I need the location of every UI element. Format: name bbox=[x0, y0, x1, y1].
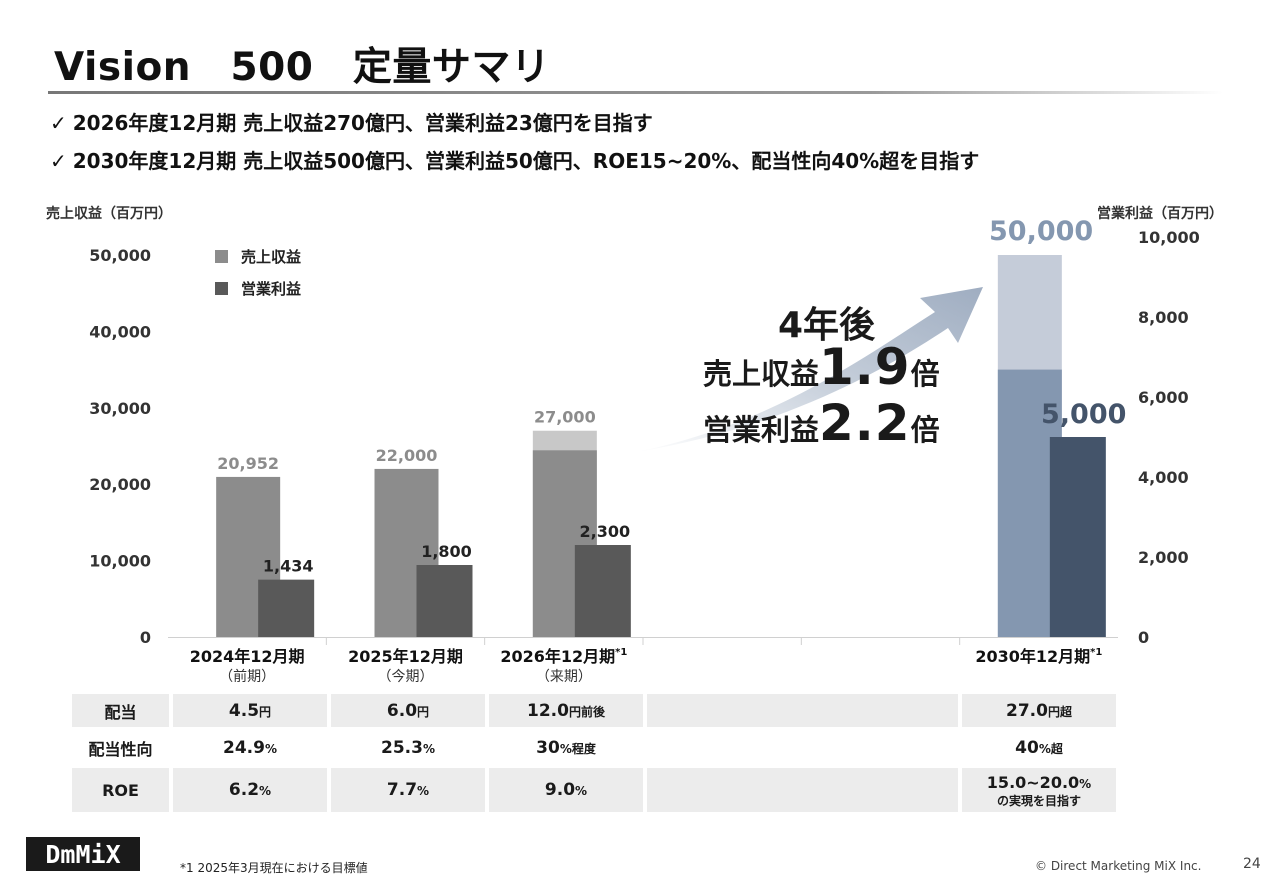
callout-operating-multiple: 営業利益2.2倍 bbox=[703, 394, 940, 452]
table-cell: 40%超 bbox=[1015, 737, 1063, 758]
left-tick-label: 50,000 bbox=[89, 246, 151, 265]
x-category-sublabel: （前期） bbox=[219, 668, 275, 685]
right-tick-label: 6,000 bbox=[1138, 388, 1189, 407]
table-cell: 25.3% bbox=[381, 737, 435, 758]
legend-operating-swatch bbox=[215, 282, 228, 295]
goal-2026-text: 2026年度12月期 売上収益270億円、営業利益23億円を目指す bbox=[72, 111, 653, 135]
title-divider bbox=[48, 91, 1223, 94]
row-label-roe: ROE bbox=[72, 768, 169, 812]
right-tick-label: 8,000 bbox=[1138, 308, 1189, 327]
table-cell: 27.0円超 bbox=[962, 694, 1116, 727]
revenue-value-label: 27,000 bbox=[534, 408, 596, 427]
row-label-payout-ratio: 配当性向 bbox=[88, 739, 153, 759]
left-axis-title: 売上収益（百万円） bbox=[46, 206, 172, 222]
goal-2030-text: 2030年度12月期 売上収益500億円、営業利益50億円、ROE15~20%、… bbox=[72, 149, 980, 173]
x-category-label: 2024年12月期 bbox=[190, 647, 305, 666]
table-cell: 7.7% bbox=[331, 768, 485, 812]
x-category-label: 2025年12月期 bbox=[348, 647, 463, 666]
callout-revenue-value: 1.9 bbox=[819, 338, 911, 396]
right-tick-label: 4,000 bbox=[1138, 468, 1189, 487]
x-category-sublabel: （今期） bbox=[378, 669, 434, 685]
revenue-value-label: 20,952 bbox=[217, 454, 279, 473]
table-cell-empty bbox=[647, 731, 958, 764]
row-label-dividend: 配当 bbox=[72, 694, 169, 727]
operating-value-label: 2,300 bbox=[580, 522, 631, 541]
table-row: 配当性向 24.9% 25.3% 30%程度 40%超 bbox=[72, 731, 1116, 764]
table-cell: 24.9% bbox=[223, 737, 277, 758]
operating-bar bbox=[574, 545, 631, 637]
right-tick-label: 2,000 bbox=[1138, 548, 1189, 567]
table-cell: 4.5円 bbox=[173, 694, 327, 727]
legend-operating-label: 営業利益 bbox=[241, 280, 302, 298]
callout-revenue-multiple: 売上収益1.9倍 bbox=[703, 338, 940, 396]
table-row: 配当 4.5円 6.0円 12.0円前後 27.0円超 bbox=[72, 694, 1116, 727]
operating-bar bbox=[258, 579, 315, 637]
legend-revenue-swatch bbox=[215, 250, 228, 263]
goal-2026: ✓ 2026年度12月期 売上収益270億円、営業利益23億円を目指す bbox=[50, 107, 653, 136]
operating-2030-label: 5,000 bbox=[1041, 399, 1127, 430]
table-cell: 6.2% bbox=[173, 768, 327, 812]
table-cell-empty bbox=[647, 768, 958, 812]
check-icon: ✓ bbox=[50, 149, 67, 173]
operating-bar bbox=[1049, 437, 1106, 637]
x-category-sublabel: （来期） bbox=[536, 669, 592, 685]
callout-revenue-suffix: 倍 bbox=[910, 357, 940, 391]
operating-value-label: 1,434 bbox=[263, 557, 314, 576]
bar-chart: 0 10,000 20,000 30,000 40,000 50,000 0 2,000 4,0… bbox=[89, 228, 1200, 685]
operating-value-label: 1,800 bbox=[421, 542, 472, 561]
table-cell: 9.0% bbox=[489, 768, 643, 812]
legend-operating: 営業利益 bbox=[215, 278, 301, 299]
callout-years: 4年後 bbox=[778, 305, 876, 346]
company-logo: DmMiX bbox=[26, 837, 140, 871]
page-number: 24 bbox=[1243, 856, 1261, 872]
table-cell: 6.0円 bbox=[331, 694, 485, 727]
left-tick-label: 40,000 bbox=[89, 322, 151, 341]
x-category-label: 2030年12月期*1 bbox=[975, 647, 1102, 666]
legend-revenue: 売上収益 bbox=[215, 246, 301, 267]
table-cell: 30%程度 bbox=[536, 737, 596, 758]
left-tick-label: 0 bbox=[140, 628, 151, 647]
table-cell: 15.0~20.0% の実現を目指す bbox=[962, 768, 1116, 812]
table-cell-empty bbox=[647, 694, 958, 727]
left-tick-label: 10,000 bbox=[89, 552, 151, 571]
callout-revenue-label: 売上収益 bbox=[703, 357, 820, 391]
left-tick-label: 20,000 bbox=[89, 475, 151, 494]
left-tick-label: 30,000 bbox=[89, 399, 151, 418]
revenue-value-label: 22,000 bbox=[376, 446, 438, 465]
copyright: © Direct Marketing MiX Inc. bbox=[1035, 859, 1202, 873]
x-category-label: 2026年12月期*1 bbox=[500, 647, 627, 666]
right-tick-label: 0 bbox=[1138, 628, 1149, 647]
callout-operating-value: 2.2 bbox=[819, 394, 911, 452]
operating-bar bbox=[416, 565, 473, 637]
right-tick-label: 10,000 bbox=[1138, 228, 1200, 247]
table-cell: 12.0円前後 bbox=[489, 694, 643, 727]
goal-2030: ✓ 2030年度12月期 売上収益500億円、営業利益50億円、ROE15~20%… bbox=[50, 145, 979, 174]
page-title: Vision 500 定量サマリ bbox=[54, 45, 551, 90]
growth-arrow-icon bbox=[636, 287, 983, 452]
callout-operating-label: 営業利益 bbox=[703, 413, 820, 447]
revenue-2030-label: 50,000 bbox=[989, 216, 1094, 247]
legend-revenue-label: 売上収益 bbox=[241, 248, 302, 266]
table-row: ROE 6.2% 7.7% 9.0% 15.0~20.0% の実現を目指す bbox=[72, 768, 1116, 812]
callout-operating-suffix: 倍 bbox=[910, 413, 940, 447]
check-icon: ✓ bbox=[50, 111, 67, 135]
kpi-table: 配当 4.5円 6.0円 12.0円前後 27.0円超 配当性向 24.9% 2… bbox=[68, 690, 1120, 816]
footnote: *1 2025年3月現在における目標値 bbox=[180, 861, 368, 875]
right-axis-title: 営業利益（百万円） bbox=[1097, 206, 1223, 222]
